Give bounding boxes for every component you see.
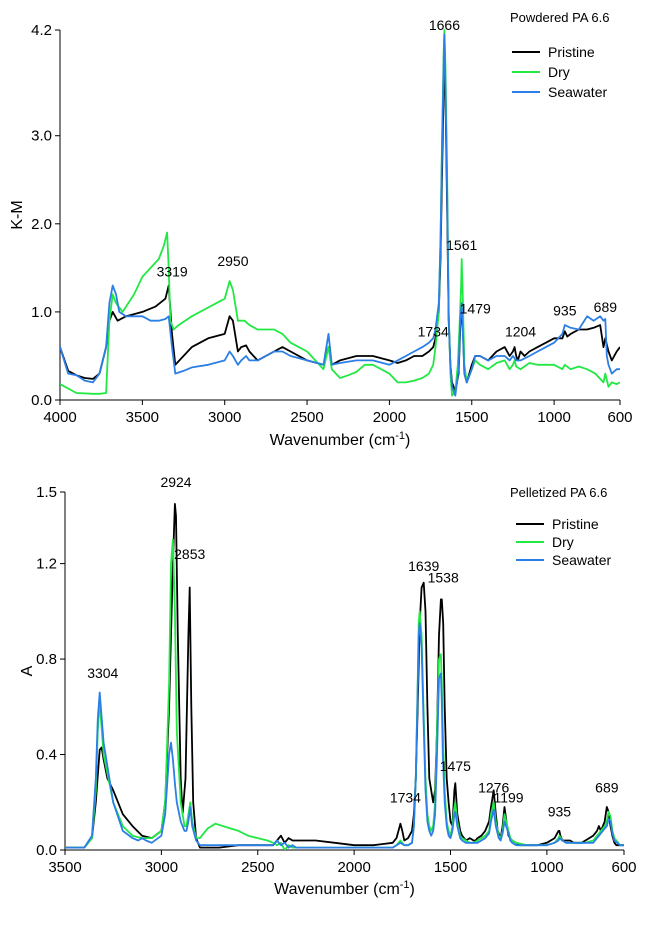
x-tick-label: 2500 — [290, 409, 323, 426]
x-tick-label: 3000 — [208, 409, 241, 426]
x-tick-label: 2000 — [337, 859, 370, 876]
peak-label: 1204 — [505, 324, 536, 340]
chart-panel-1: 0.0 1.0 2.0 3.0 4.2 4000 3500 3000 2500 2000 1500 1… — [9, 10, 633, 449]
peak-label: 2924 — [160, 474, 191, 490]
peak-label: 689 — [594, 299, 618, 315]
y-tick-label: 1.0 — [31, 304, 52, 321]
peak-label: 3319 — [157, 264, 188, 280]
y-tick-label: 0.4 — [36, 747, 57, 764]
series-line-seawater — [65, 622, 624, 849]
x-tick-label: 1000 — [537, 409, 570, 426]
peak-label: 1734 — [390, 789, 421, 805]
legend-entry: Seawater — [548, 84, 607, 100]
x-tick-label: 1500 — [434, 859, 467, 876]
peak-label: 1666 — [429, 17, 460, 33]
series-line-pristine — [65, 503, 624, 849]
peak-label: 1479 — [460, 301, 491, 317]
legend-entry: Dry — [552, 534, 574, 550]
peak-label: 1538 — [428, 570, 459, 586]
series-line-seawater — [60, 33, 620, 397]
x-axis-label: Wavenumber (cm-1) — [274, 879, 415, 898]
legend-entry: Pristine — [552, 516, 599, 532]
peak-label: 935 — [548, 804, 572, 820]
y-axis-label: A — [19, 665, 36, 676]
x-tick-label: 4000 — [43, 409, 76, 426]
x-tick-label: 600 — [611, 859, 636, 876]
legend-entry: Seawater — [552, 552, 611, 568]
peak-label: 2950 — [217, 253, 248, 269]
legend-entry: Dry — [548, 64, 570, 80]
peak-label: 1561 — [446, 237, 477, 253]
x-tick-label: 3000 — [145, 859, 178, 876]
x-tick-label: 600 — [607, 409, 632, 426]
legend-entry: Pristine — [548, 44, 595, 60]
x-tick-label: 2000 — [373, 409, 406, 426]
series-line-dry — [65, 538, 624, 850]
chart-title: Powdered PA 6.6 — [510, 10, 610, 25]
y-tick-label: 2.0 — [31, 216, 52, 233]
peak-label: 935 — [553, 302, 577, 318]
peak-label: 1475 — [440, 758, 471, 774]
peak-label: 1734 — [418, 324, 449, 340]
y-tick-label: 3.0 — [31, 128, 52, 145]
y-tick-label: 1.2 — [36, 556, 57, 573]
x-axis-label: Wavenumber (cm-1) — [270, 430, 411, 449]
y-tick-label: 4.2 — [31, 22, 52, 39]
peak-label: 1639 — [408, 558, 439, 574]
peak-label: 689 — [595, 780, 619, 796]
x-tick-label: 1500 — [455, 409, 488, 426]
series-line-dry — [60, 29, 620, 397]
x-tick-label: 3500 — [48, 859, 81, 876]
y-tick-label: 0.8 — [36, 651, 57, 668]
peak-label: 3304 — [87, 665, 118, 681]
chart-panel-2: 0.0 0.4 0.8 1.2 1.5 3500 3000 2500 2000 1500 1000 6… — [19, 474, 637, 898]
x-tick-label: 3500 — [126, 409, 159, 426]
peak-label: 1276 — [478, 780, 509, 796]
chart-title: Pelletized PA 6.6 — [510, 485, 607, 500]
y-tick-label: 0.0 — [31, 392, 52, 409]
y-tick-label: 1.5 — [36, 484, 57, 501]
peak-label: 1199 — [493, 789, 523, 805]
x-tick-label: 2500 — [241, 859, 274, 876]
y-tick-label: 0.0 — [36, 842, 57, 859]
x-tick-label: 1000 — [530, 859, 563, 876]
peak-label: 2853 — [174, 546, 205, 562]
y-axis-label: K-M — [9, 200, 26, 229]
